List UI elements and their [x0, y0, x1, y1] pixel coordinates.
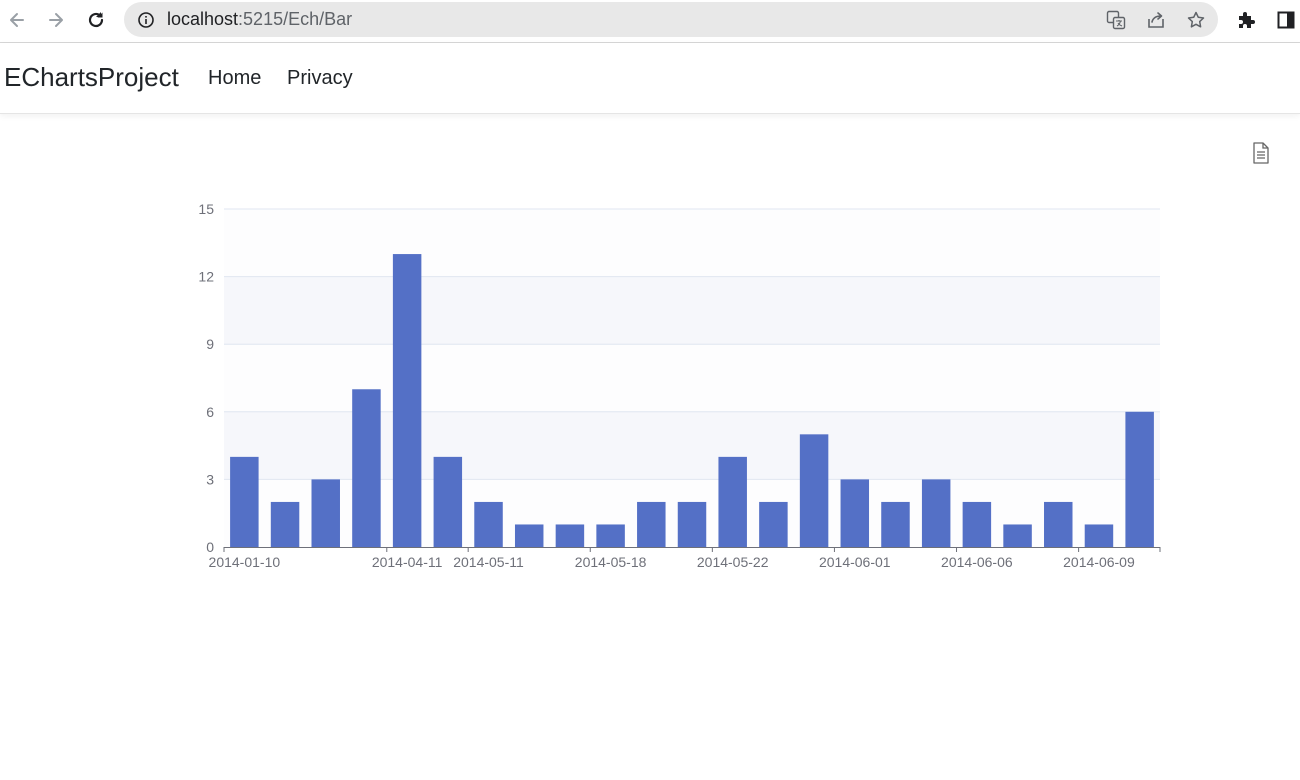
browser-toolbar: localhost:5215/Ech/Bar [0, 0, 1300, 43]
nav-link-home[interactable]: Home [208, 67, 262, 89]
bar[interactable] [921, 479, 951, 547]
bar[interactable] [677, 501, 707, 547]
bar[interactable] [311, 479, 340, 547]
bar[interactable] [759, 501, 788, 547]
side-panel-icon[interactable] [1274, 8, 1298, 32]
x-tick-label: 2014-01-10 [209, 554, 281, 570]
bar[interactable] [392, 254, 422, 548]
x-tick-label: 2014-06-06 [941, 554, 1013, 570]
y-tick-label: 12 [198, 269, 214, 285]
bar[interactable] [718, 456, 747, 547]
y-axis: 0 3 6 9 12 15 [198, 201, 214, 555]
info-icon[interactable] [136, 10, 156, 30]
bar[interactable] [433, 456, 463, 547]
bar[interactable] [474, 501, 503, 547]
site-navbar: EChartsProject Home Privacy [0, 43, 1300, 114]
bar[interactable] [799, 434, 829, 547]
bar[interactable] [555, 524, 585, 547]
bar[interactable] [962, 501, 992, 547]
bar[interactable] [1125, 411, 1154, 547]
share-icon[interactable] [1146, 10, 1166, 30]
navbar-brand[interactable]: EChartsProject [4, 62, 179, 92]
bar[interactable] [230, 456, 259, 547]
bar[interactable] [1044, 501, 1073, 547]
x-axis: 2014-01-10 2014-04-11 2014-05-11 2014-05-18… [209, 547, 1161, 570]
puzzle-icon[interactable] [1234, 8, 1258, 32]
x-tick-label: 2014-06-09 [1063, 554, 1135, 570]
y-tick-label: 3 [206, 471, 214, 487]
reload-icon[interactable] [84, 8, 108, 32]
y-tick-label: 15 [198, 201, 214, 217]
arrow-left-icon[interactable] [5, 8, 29, 32]
url-host: localhost [167, 9, 239, 29]
translate-icon[interactable] [1106, 10, 1126, 30]
bar-series [230, 254, 1154, 548]
document-icon[interactable] [1250, 141, 1272, 165]
bar[interactable] [881, 501, 910, 547]
bar[interactable] [840, 479, 870, 547]
address-bar[interactable]: localhost:5215/Ech/Bar [124, 2, 1218, 37]
split-area-band [224, 276, 1160, 345]
bar[interactable] [1003, 524, 1032, 547]
x-tick-label: 2014-06-01 [819, 554, 891, 570]
x-tick-label: 2014-04-11 [372, 554, 443, 570]
x-tick-label: 2014-05-22 [697, 554, 769, 570]
url-text[interactable]: localhost:5215/Ech/Bar [167, 9, 352, 29]
x-tick-label: 2014-05-18 [575, 554, 647, 570]
star-icon[interactable] [1186, 10, 1206, 30]
split-area-band [224, 209, 1160, 277]
y-tick-label: 0 [206, 539, 214, 555]
x-tick-label: 2014-05-11 [453, 554, 524, 570]
bar[interactable] [514, 524, 544, 547]
url-path: :5215/Ech/Bar [238, 9, 353, 29]
arrow-right-icon[interactable] [44, 8, 68, 32]
nav-link-privacy[interactable]: Privacy [287, 67, 353, 89]
bar[interactable] [596, 524, 625, 547]
bar[interactable] [637, 501, 666, 547]
y-tick-label: 9 [206, 336, 214, 352]
bar[interactable] [270, 501, 300, 547]
bar[interactable] [1084, 524, 1114, 547]
y-tick-label: 6 [206, 404, 214, 420]
bar[interactable] [352, 389, 381, 547]
